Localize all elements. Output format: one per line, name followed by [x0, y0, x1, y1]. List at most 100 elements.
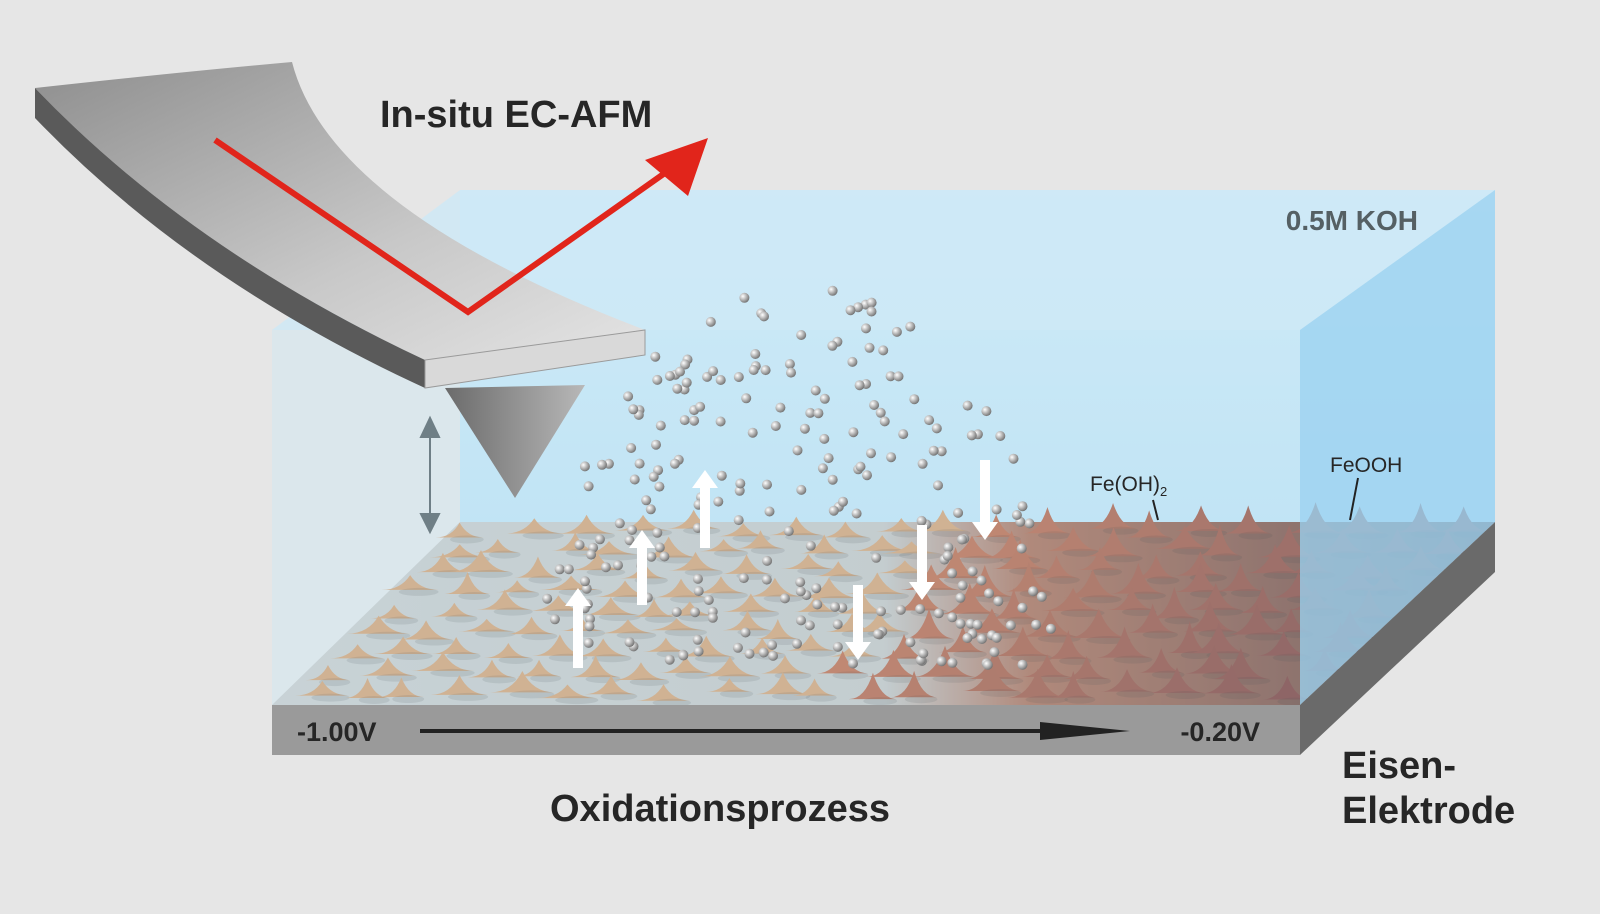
particle — [962, 633, 973, 643]
flux-arrow-head — [692, 470, 718, 488]
bump — [705, 678, 754, 692]
bump-shadow — [384, 616, 419, 625]
cantilever-side — [35, 88, 425, 388]
bump — [416, 552, 470, 573]
bump-shadow — [468, 569, 513, 578]
bump-shadow — [1219, 691, 1261, 700]
particle — [705, 316, 716, 327]
particle — [624, 535, 635, 546]
particle — [898, 429, 909, 440]
particle — [734, 485, 745, 496]
bump — [457, 618, 516, 632]
bump — [411, 651, 475, 671]
particle — [931, 423, 942, 434]
bump — [505, 616, 558, 635]
bump — [1226, 604, 1288, 635]
bump-shadow — [1263, 571, 1305, 580]
bump-shadow — [600, 692, 638, 701]
bump — [993, 626, 1053, 656]
bump — [1041, 587, 1105, 612]
bump-shadow — [669, 595, 709, 604]
bump-shadow — [1164, 616, 1200, 625]
bump — [865, 649, 921, 677]
bump — [398, 620, 455, 640]
bump — [1107, 587, 1157, 611]
side-wall — [1300, 190, 1495, 705]
particle — [693, 646, 704, 657]
bump — [1132, 554, 1180, 579]
particle — [654, 481, 665, 492]
particle — [692, 634, 703, 645]
bump-shadow — [447, 692, 489, 701]
bump-shadow — [904, 695, 938, 704]
bump — [851, 535, 914, 551]
particle — [981, 406, 992, 417]
bump — [558, 514, 615, 534]
particle — [740, 627, 751, 638]
bump-shadow — [694, 654, 735, 663]
bump-shadow — [800, 648, 837, 657]
particle — [750, 349, 761, 359]
bump — [1148, 667, 1206, 694]
particle — [659, 551, 670, 562]
particle — [579, 461, 590, 472]
particle — [664, 654, 675, 665]
bump — [431, 602, 478, 617]
particle — [893, 371, 904, 382]
particle — [739, 292, 750, 303]
bump — [577, 541, 641, 555]
flux-arrow-head — [565, 588, 591, 606]
bump — [359, 657, 417, 676]
particle — [891, 326, 902, 337]
particle — [1005, 620, 1016, 631]
bump-shadow — [1139, 535, 1173, 544]
particle — [627, 525, 637, 535]
particle — [542, 593, 553, 604]
flux-arrow-head — [629, 530, 655, 548]
bump-shadow — [1059, 656, 1092, 665]
bump-shadow — [475, 629, 516, 638]
particle — [784, 359, 795, 369]
bump — [599, 619, 657, 634]
particle — [695, 401, 706, 412]
flux-arrow-head — [972, 522, 998, 540]
particle — [679, 415, 690, 426]
particle — [707, 612, 718, 623]
particle — [678, 650, 689, 661]
particle — [942, 550, 953, 561]
bump — [1257, 525, 1321, 558]
bump — [1167, 621, 1213, 654]
particle — [732, 642, 743, 653]
bump-shadow — [816, 596, 861, 605]
bump-shadow — [1230, 589, 1265, 598]
bump — [792, 678, 837, 696]
particle — [933, 480, 943, 491]
particle — [827, 474, 838, 485]
bump — [1269, 572, 1328, 598]
particle — [634, 458, 645, 469]
particle — [812, 599, 823, 610]
particle — [646, 551, 657, 562]
bump — [636, 684, 692, 701]
particle — [799, 423, 810, 434]
particle — [652, 527, 663, 538]
bump — [1033, 555, 1080, 578]
particle — [916, 515, 927, 526]
cantilever-end — [424, 329, 646, 389]
bump — [1197, 524, 1243, 556]
bump — [570, 553, 626, 571]
particle — [741, 393, 752, 404]
laser-arrowhead — [645, 138, 708, 196]
bump — [476, 589, 533, 610]
bump — [1099, 669, 1155, 692]
bump — [722, 593, 780, 612]
bump — [780, 554, 836, 570]
bump-shadow — [414, 637, 455, 646]
bump — [659, 656, 713, 673]
particle — [805, 407, 816, 418]
leader-line — [1349, 477, 1359, 521]
particle — [760, 365, 771, 376]
particle — [690, 607, 700, 618]
bump — [1125, 510, 1173, 538]
bump — [1062, 655, 1112, 679]
